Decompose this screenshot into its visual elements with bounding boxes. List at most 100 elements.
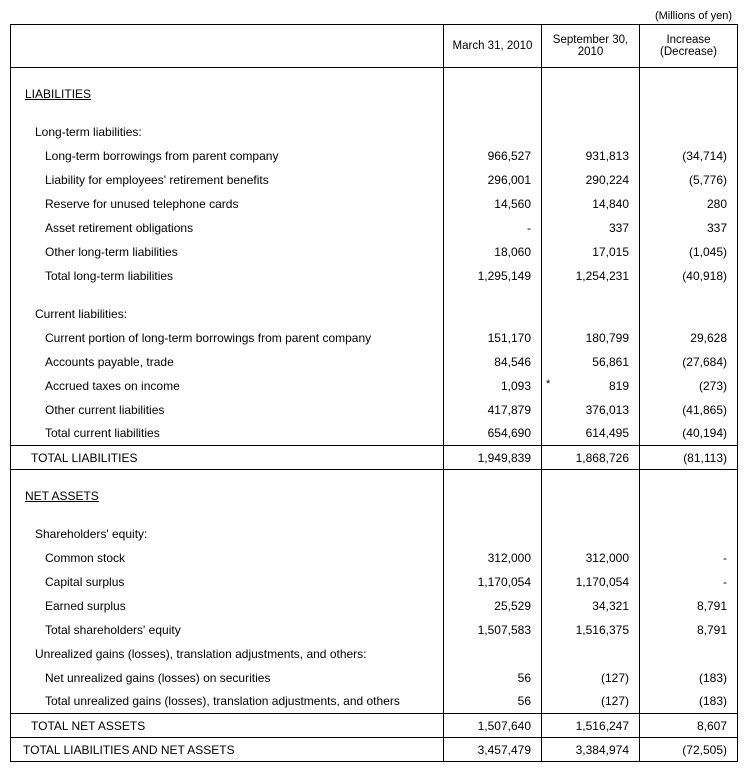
- value-cell: (27,684): [640, 350, 738, 374]
- value-cell: [444, 120, 542, 144]
- label-cell: [11, 288, 444, 302]
- value-cell: 1,507,640: [444, 714, 542, 738]
- label-cell: Common stock: [11, 546, 444, 570]
- table-row: [11, 508, 738, 522]
- section-liabilities: LIABILITIES: [11, 82, 738, 106]
- value-cell: [542, 484, 640, 508]
- table-row: [11, 470, 738, 484]
- value-cell: [542, 302, 640, 326]
- row-label: Reserve for unused telephone cards: [17, 197, 238, 211]
- value-cell: 417,879: [444, 398, 542, 422]
- value-cell: [444, 106, 542, 120]
- value-cell: [542, 106, 640, 120]
- value-cell: [640, 82, 738, 106]
- data-row: Asset retirement obligations-337337: [11, 216, 738, 240]
- value-cell: [640, 68, 738, 82]
- value-cell: (34,714): [640, 144, 738, 168]
- label-cell: Current liabilities:: [11, 302, 444, 326]
- value-cell: [542, 82, 640, 106]
- header-row: March 31, 2010 September 30, 2010 Increa…: [11, 25, 738, 68]
- label-cell: NET ASSETS: [11, 484, 444, 508]
- value-cell: 819*: [542, 374, 640, 398]
- subheader-unrealized: Unrealized gains (losses), translation a…: [11, 642, 738, 666]
- value-cell: 1,254,231: [542, 264, 640, 288]
- label-cell: Unrealized gains (losses), translation a…: [11, 642, 444, 666]
- row-label: Total current liabilities: [17, 426, 160, 440]
- value-cell: 296,001: [444, 168, 542, 192]
- value-cell: (81,113): [640, 446, 738, 470]
- row-label: Total long-term liabilities: [17, 269, 173, 283]
- value-cell: 654,690: [444, 422, 542, 446]
- value-cell: 376,013: [542, 398, 640, 422]
- value-cell: 151,170: [444, 326, 542, 350]
- label-cell: Total long-term liabilities: [11, 264, 444, 288]
- row-label: Total shareholders' equity: [17, 623, 181, 637]
- data-row: Other current liabilities417,879376,013(…: [11, 398, 738, 422]
- label-cell: TOTAL LIABILITIES AND NET ASSETS: [11, 738, 444, 762]
- value-cell: (127): [542, 666, 640, 690]
- value-cell: [542, 68, 640, 82]
- header-col1: March 31, 2010: [444, 25, 542, 68]
- value-cell: 966,527: [444, 144, 542, 168]
- data-row: Earned surplus25,52934,3218,791: [11, 594, 738, 618]
- value-cell: [444, 484, 542, 508]
- label-cell: [11, 508, 444, 522]
- value-cell: [640, 484, 738, 508]
- value-cell: [444, 470, 542, 484]
- data-row: Other long-term liabilities18,06017,015(…: [11, 240, 738, 264]
- header-col3-line1: Increase: [666, 34, 710, 46]
- total-liabilities-row: TOTAL LIABILITIES1,949,8391,868,726(81,1…: [11, 446, 738, 470]
- value-cell: 1,295,149: [444, 264, 542, 288]
- value-cell: 180,799: [542, 326, 640, 350]
- row-label: Current liabilities:: [17, 307, 127, 321]
- label-cell: Other long-term liabilities: [11, 240, 444, 264]
- value-cell: [542, 120, 640, 144]
- subtotal-row: Total shareholders' equity1,507,5831,516…: [11, 618, 738, 642]
- value-cell: 56,861: [542, 350, 640, 374]
- value-cell: 56: [444, 666, 542, 690]
- row-label: Capital surplus: [17, 575, 124, 589]
- data-row: Accounts payable, trade84,54656,861(27,6…: [11, 350, 738, 374]
- value-cell: 56: [444, 690, 542, 714]
- value-cell: -: [640, 570, 738, 594]
- row-label: TOTAL LIABILITIES: [17, 451, 137, 465]
- header-col3: Increase (Decrease): [640, 25, 738, 68]
- data-row: Long-term borrowings from parent company…: [11, 144, 738, 168]
- balance-sheet-table: March 31, 2010 September 30, 2010 Increa…: [10, 24, 738, 762]
- value-cell: 25,529: [444, 594, 542, 618]
- value-cell: 1,507,583: [444, 618, 542, 642]
- value-cell: -: [640, 546, 738, 570]
- data-row: Current portion of long-term borrowings …: [11, 326, 738, 350]
- grand-total-row: TOTAL LIABILITIES AND NET ASSETS3,457,47…: [11, 738, 738, 762]
- data-row: Common stock312,000312,000-: [11, 546, 738, 570]
- value-cell: (127): [542, 690, 640, 714]
- label-cell: Liability for employees' retirement bene…: [11, 168, 444, 192]
- value-cell: 280: [640, 192, 738, 216]
- value-cell: 14,840: [542, 192, 640, 216]
- row-label: Total unrealized gains (losses), transla…: [17, 694, 400, 708]
- value-cell: 1,949,839: [444, 446, 542, 470]
- value-cell: [444, 288, 542, 302]
- label-cell: Current portion of long-term borrowings …: [11, 326, 444, 350]
- subheader-current: Current liabilities:: [11, 302, 738, 326]
- subheader-long-term: Long-term liabilities:: [11, 120, 738, 144]
- value-cell: 337: [640, 216, 738, 240]
- value-cell: (273): [640, 374, 738, 398]
- row-label: NET ASSETS: [17, 489, 99, 503]
- label-cell: TOTAL NET ASSETS: [11, 714, 444, 738]
- value-cell: [640, 642, 738, 666]
- table-row: [11, 106, 738, 120]
- total-net-assets-row: TOTAL NET ASSETS1,507,6401,516,2478,607: [11, 714, 738, 738]
- value-cell: [640, 522, 738, 546]
- label-cell: Net unrealized gains (losses) on securit…: [11, 666, 444, 690]
- header-col2: September 30, 2010: [542, 25, 640, 68]
- row-label: Common stock: [17, 551, 125, 565]
- header-blank: [11, 25, 444, 68]
- value-cell: [542, 522, 640, 546]
- subtotal-row: Total current liabilities654,690614,495(…: [11, 422, 738, 446]
- value-cell: [444, 302, 542, 326]
- value-cell: [542, 288, 640, 302]
- row-label: Other current liabilities: [17, 403, 164, 417]
- value-cell: [542, 508, 640, 522]
- value-cell: 931,813: [542, 144, 640, 168]
